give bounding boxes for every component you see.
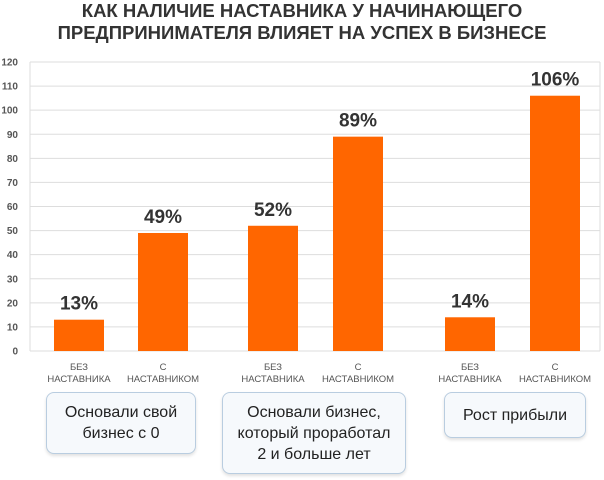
y-tick-label: 0 xyxy=(12,347,18,358)
bar xyxy=(333,136,383,351)
y-tick-label: 80 xyxy=(7,154,19,165)
bar xyxy=(530,95,580,351)
data-label: 89% xyxy=(339,111,377,132)
data-label: 13% xyxy=(60,294,98,315)
bar-chart: 010203040506070809010011012013%БЕЗНАСТАВ… xyxy=(1,58,601,385)
bar xyxy=(138,232,188,351)
group-label-line: который проработал xyxy=(237,424,391,442)
chart-title: КАК НАЛИЧИЕ НАСТАВНИКА У НАЧИНАЮЩЕГО ПРЕ… xyxy=(0,0,604,48)
x-tick-label: БЕЗ xyxy=(264,362,282,373)
group-label-line: бизнес с 0 xyxy=(82,425,160,442)
bar xyxy=(248,225,298,351)
group-label-profit-growth: Рост прибыли xyxy=(444,392,586,438)
y-tick-label: 90 xyxy=(7,130,19,141)
y-tick-label: 20 xyxy=(7,298,19,309)
x-tick-label: С xyxy=(160,362,167,373)
x-tick-label: НАСТАВНИКА xyxy=(241,374,305,385)
x-tick-label: С xyxy=(552,362,559,373)
data-label: 106% xyxy=(531,70,580,91)
group-label-line: Основали бизнес, xyxy=(247,403,381,421)
x-tick-label: НАСТАВНИКОМ xyxy=(322,374,394,385)
y-tick-label: 100 xyxy=(1,106,18,117)
bar xyxy=(445,317,495,351)
x-tick-label: НАСТАВНИКА xyxy=(47,374,111,385)
x-tick-label: НАСТАВНИКА xyxy=(438,374,502,385)
chart-title-line-1: КАК НАЛИЧИЕ НАСТАВНИКА У НАЧИНАЮЩЕГО xyxy=(81,0,523,21)
data-label: 14% xyxy=(451,291,489,312)
y-tick-label: 30 xyxy=(7,274,19,285)
y-tick-label: 10 xyxy=(7,322,19,333)
y-tick-label: 120 xyxy=(1,58,18,69)
y-tick-label: 50 xyxy=(7,226,19,237)
y-tick-label: 70 xyxy=(7,178,19,189)
group-label-line: Основали свой xyxy=(64,404,178,421)
chart-title-line-2: ПРЕДПРИНИМАТЕЛЯ ВЛИЯЕТ НА УСПЕХ В БИЗНЕС… xyxy=(57,22,547,43)
x-tick-label: БЕЗ xyxy=(461,362,479,373)
group-label-founded-from-zero: Основали свой бизнес с 0 xyxy=(46,392,196,454)
group-label-line: 2 и больше лет xyxy=(257,445,371,463)
y-tick-label: 40 xyxy=(7,250,19,261)
y-tick-label: 110 xyxy=(2,82,19,93)
y-tick-label: 60 xyxy=(7,202,19,213)
group-label-line: Рост прибыли xyxy=(462,406,568,424)
x-tick-label: С xyxy=(355,362,362,373)
bar xyxy=(54,319,104,351)
data-label: 52% xyxy=(254,200,292,221)
x-tick-label: НАСТАВНИКОМ xyxy=(127,374,199,385)
x-tick-label: НАСТАВНИКОМ xyxy=(519,374,591,385)
group-label-survived-two-years: Основали бизнес, который проработал 2 и … xyxy=(222,392,406,474)
x-tick-label: БЕЗ xyxy=(70,362,88,373)
data-label: 49% xyxy=(144,207,182,228)
